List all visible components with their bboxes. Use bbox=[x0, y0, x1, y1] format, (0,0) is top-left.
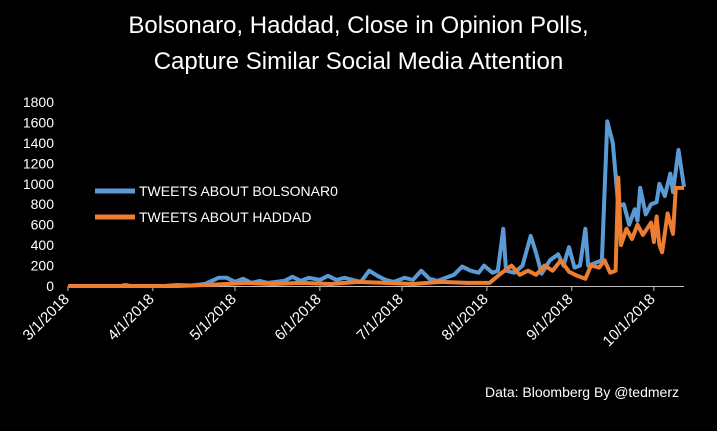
chart-title-line-2: Capture Similar Social Media Attention bbox=[153, 48, 564, 75]
x-tick-label: 9/1/2018 bbox=[523, 291, 576, 344]
x-tick-label: 5/1/2018 bbox=[187, 291, 240, 344]
x-tick-label: 8/1/2018 bbox=[438, 291, 491, 344]
series-line-bolsonaro bbox=[68, 119, 686, 288]
y-tick-label: 800 bbox=[31, 196, 55, 212]
y-tick-label: 200 bbox=[31, 258, 55, 274]
series-lines bbox=[68, 119, 686, 288]
x-tick-label: 6/1/2018 bbox=[271, 291, 324, 344]
legend-label-haddad: TWEETS ABOUT HADDAD bbox=[139, 209, 311, 225]
legend-label-bolsonaro: TWEETS ABOUT BOLSONAR0 bbox=[139, 183, 338, 199]
y-tick-label: 0 bbox=[46, 278, 54, 294]
y-tick-label: 1600 bbox=[23, 114, 54, 130]
series-line-haddad bbox=[68, 175, 684, 288]
y-tick-label: 400 bbox=[31, 237, 55, 253]
y-tick-label: 1200 bbox=[23, 155, 54, 171]
data-source-credit: Data: Bloomberg By @tedmerz bbox=[485, 384, 679, 400]
y-axis-ticks: 0 200 400 600 800 1000 1200 1400 1600 1800 bbox=[23, 94, 54, 294]
chart-title-line-1: Bolsonaro, Haddad, Close in Opinion Poll… bbox=[128, 12, 589, 39]
y-tick-label: 1400 bbox=[23, 135, 54, 151]
x-tick-label: 7/1/2018 bbox=[354, 291, 407, 344]
legend: TWEETS ABOUT BOLSONAR0 TWEETS ABOUT HADD… bbox=[95, 183, 338, 225]
y-tick-label: 1000 bbox=[23, 176, 54, 192]
x-tick-label: 3/1/2018 bbox=[20, 291, 73, 344]
x-axis-ticks: 3/1/2018 4/1/2018 5/1/2018 6/1/2018 7/1/2018… bbox=[20, 286, 659, 350]
y-tick-label: 1800 bbox=[23, 94, 54, 110]
x-tick-label: 10/1/2018 bbox=[600, 291, 659, 350]
x-tick-label: 4/1/2018 bbox=[104, 291, 157, 344]
y-tick-label: 600 bbox=[31, 217, 55, 233]
